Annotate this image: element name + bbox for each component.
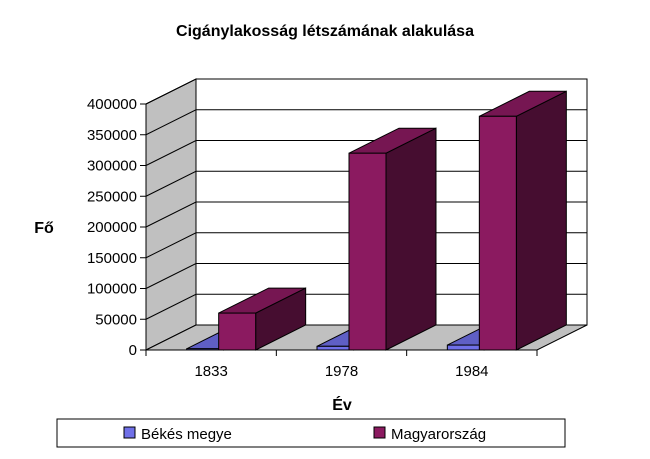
bar-magyarorszag bbox=[478, 90, 567, 351]
y-tick-label: 400000 bbox=[87, 96, 137, 113]
bar-front bbox=[186, 348, 225, 351]
y-tick-label: 100000 bbox=[87, 281, 137, 298]
y-tick-label: 50000 bbox=[95, 311, 137, 328]
bar-front bbox=[316, 345, 355, 351]
legend-swatch bbox=[373, 426, 386, 439]
gridline bbox=[145, 78, 587, 105]
x-axis-title: Év bbox=[332, 395, 352, 414]
gridline bbox=[145, 170, 587, 197]
gridline bbox=[145, 232, 587, 259]
y-tick-label: 350000 bbox=[87, 127, 137, 144]
legend-label: Magyarország bbox=[391, 426, 486, 443]
gridline bbox=[145, 109, 587, 136]
chart-title: Cigánylakosság létszámának alakulása bbox=[176, 23, 474, 40]
gridline bbox=[145, 263, 587, 289]
bar-magyarorszag bbox=[348, 127, 437, 351]
y-tick-label: 200000 bbox=[87, 219, 137, 236]
bar-side bbox=[385, 127, 437, 351]
y-axis-title: Fő bbox=[34, 220, 54, 237]
gridline bbox=[145, 293, 587, 320]
bar-front bbox=[446, 344, 485, 351]
legend-box bbox=[56, 418, 566, 448]
legend-swatch bbox=[123, 426, 136, 439]
bar-front bbox=[348, 152, 387, 351]
gridline bbox=[145, 140, 587, 166]
x-tick-label: 1978 bbox=[325, 363, 358, 380]
bar-magyarorszag bbox=[218, 287, 307, 351]
gridline bbox=[145, 201, 587, 228]
bar-front bbox=[478, 115, 517, 351]
y-tick-label: 150000 bbox=[87, 250, 137, 267]
legend-label: Békés megye bbox=[141, 426, 232, 443]
x-tick-label: 1833 bbox=[194, 363, 227, 380]
y-tick-label: 0 bbox=[129, 342, 137, 359]
y-tick-label: 250000 bbox=[87, 188, 137, 205]
y-tick-label: 300000 bbox=[87, 158, 137, 175]
plot-area: 0 50000 100000 150000 200000 250000 300000 3500… bbox=[87, 78, 588, 380]
bar-front bbox=[218, 312, 257, 351]
legend: Békés megye Magyarország bbox=[56, 418, 566, 448]
x-tick-label: 1984 bbox=[455, 363, 488, 380]
bar-side bbox=[515, 90, 567, 351]
